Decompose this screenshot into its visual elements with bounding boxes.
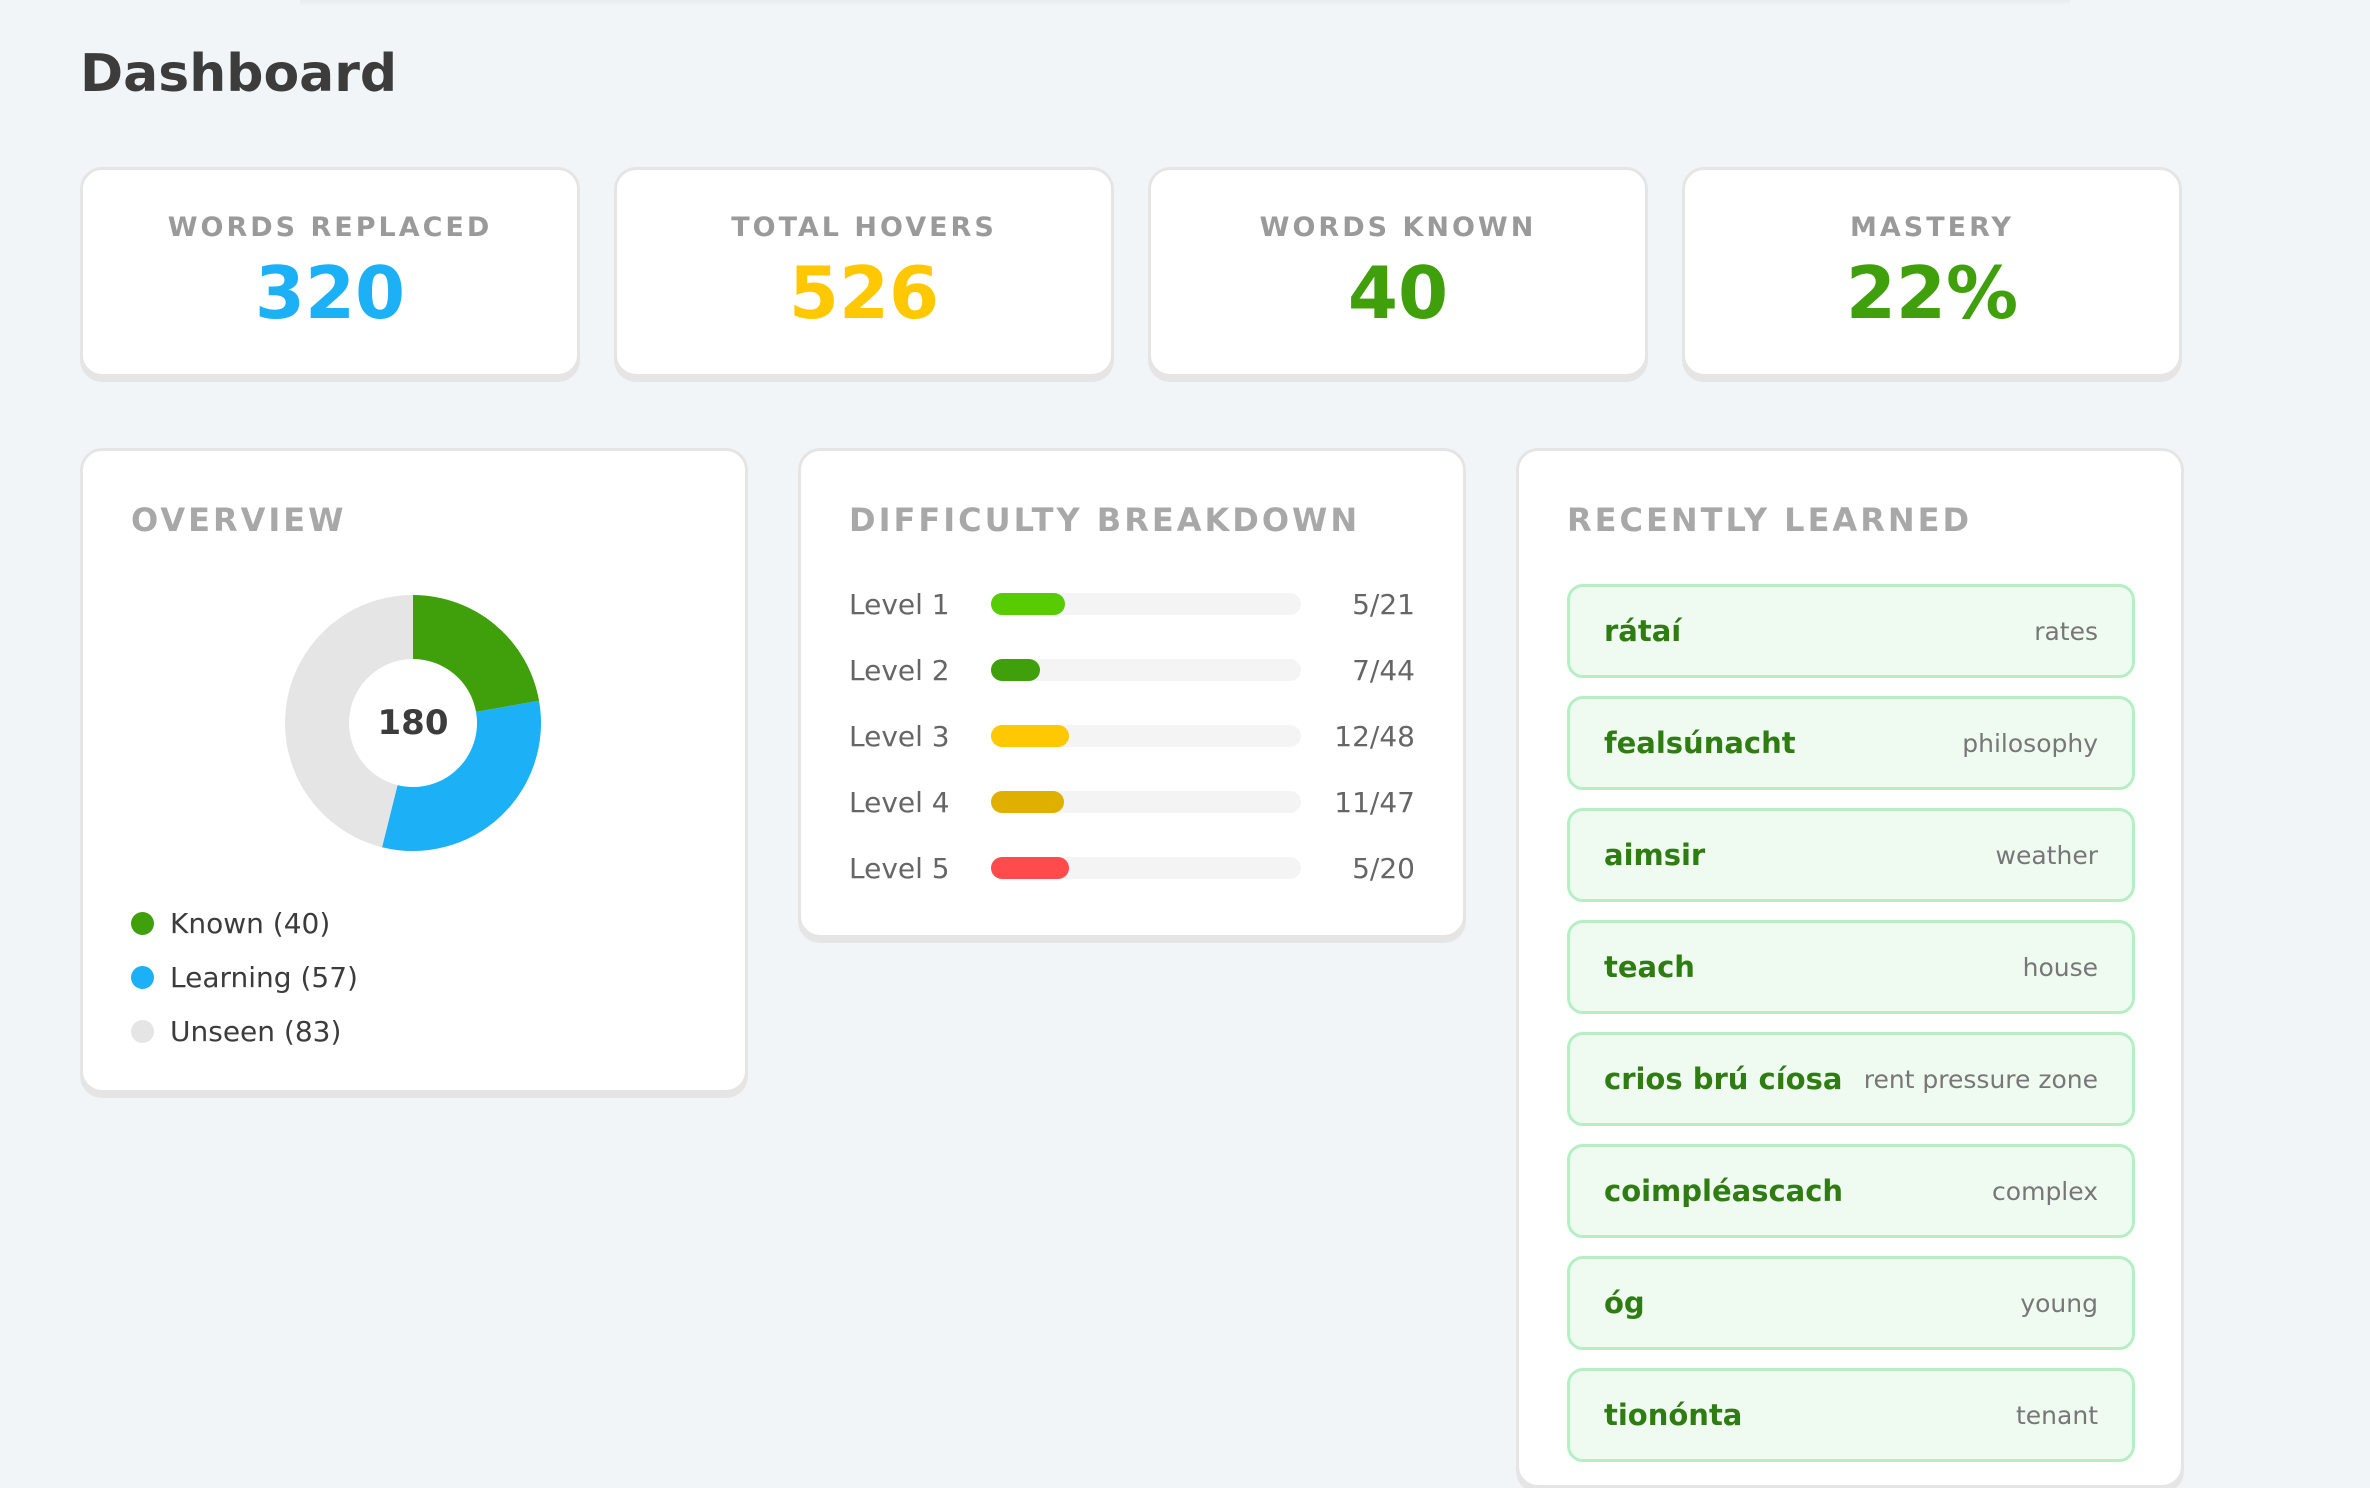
stat-card-mastery: MASTERY 22% — [1682, 167, 2182, 377]
word-irish: rátaí — [1604, 614, 1682, 648]
progress-track — [991, 857, 1301, 879]
stat-card-words-known: WORDS KNOWN 40 — [1148, 167, 1648, 377]
word-english: tenant — [2016, 1400, 2098, 1430]
progress-fill — [991, 593, 1065, 615]
donut-chart: 180 — [283, 593, 543, 853]
word-item[interactable]: tionónta tenant — [1567, 1368, 2135, 1462]
donut-slice-unseen — [285, 595, 413, 848]
level-label: Level 4 — [849, 785, 950, 819]
level-count: 5/21 — [1352, 587, 1415, 621]
level-count: 12/48 — [1334, 719, 1415, 753]
word-item[interactable]: coimpléascach complex — [1567, 1144, 2135, 1238]
difficulty-card: DIFFICULTY BREAKDOWN Level 1 5/21 Level … — [798, 448, 1466, 938]
level-label: Level 3 — [849, 719, 950, 753]
word-irish: teach — [1604, 950, 1695, 984]
word-item[interactable]: crios brú cíosa rent pressure zone — [1567, 1032, 2135, 1126]
level-label: Level 1 — [849, 587, 950, 621]
overview-card: OVERVIEW 180 Known (40) Learning (57) Un… — [80, 448, 748, 1093]
word-list: rátaí rates fealsúnacht philosophy aimsi… — [1567, 584, 2135, 1480]
word-english: complex — [1992, 1176, 2098, 1206]
legend-dot — [131, 965, 154, 989]
page-title: Dashboard — [80, 44, 398, 104]
level-count: 7/44 — [1352, 653, 1415, 687]
word-english: house — [2022, 952, 2098, 982]
difficulty-row-level-4: Level 4 11/47 — [849, 782, 1415, 822]
difficulty-title: DIFFICULTY BREAKDOWN — [849, 501, 1361, 539]
donut-slice-known — [413, 595, 540, 712]
progress-track — [991, 593, 1301, 615]
stat-label: TOTAL HOVERS — [731, 212, 997, 243]
word-irish: coimpléascach — [1604, 1174, 1844, 1208]
difficulty-row-level-2: Level 2 7/44 — [849, 650, 1415, 690]
overview-title: OVERVIEW — [131, 501, 347, 539]
progress-track — [991, 791, 1301, 813]
stat-label: WORDS REPLACED — [167, 212, 493, 243]
legend-dot — [131, 1019, 154, 1043]
progress-fill — [991, 791, 1064, 813]
word-item[interactable]: teach house — [1567, 920, 2135, 1014]
word-irish: fealsúnacht — [1604, 726, 1796, 760]
legend-label: Unseen (83) — [170, 1014, 342, 1048]
overview-legend: Known (40) Learning (57) Unseen (83) — [131, 896, 358, 1058]
top-shadow — [300, 0, 2070, 6]
stat-label: WORDS KNOWN — [1259, 212, 1537, 243]
level-label: Level 5 — [849, 851, 950, 885]
word-item[interactable]: óg young — [1567, 1256, 2135, 1350]
word-item[interactable]: aimsir weather — [1567, 808, 2135, 902]
word-irish: óg — [1604, 1286, 1645, 1320]
word-item[interactable]: rátaí rates — [1567, 584, 2135, 678]
donut-total: 180 — [377, 703, 449, 743]
level-count: 11/47 — [1334, 785, 1415, 819]
word-irish: aimsir — [1604, 838, 1706, 872]
word-english: rates — [2034, 616, 2098, 646]
level-label: Level 2 — [849, 653, 950, 687]
progress-track — [991, 659, 1301, 681]
word-irish: tionónta — [1604, 1398, 1743, 1432]
recently-learned-card: RECENTLY LEARNED rátaí rates fealsúnacht… — [1516, 448, 2184, 1488]
word-english: weather — [1995, 840, 2098, 870]
donut-svg — [285, 595, 541, 851]
progress-fill — [991, 857, 1069, 879]
difficulty-row-level-1: Level 1 5/21 — [849, 584, 1415, 624]
progress-fill — [991, 659, 1041, 681]
legend-label: Known (40) — [170, 906, 331, 940]
word-english: young — [2020, 1288, 2098, 1318]
legend-item-learning: Learning (57) — [131, 950, 358, 1004]
stat-label: MASTERY — [1850, 212, 2014, 243]
progress-track — [991, 725, 1301, 747]
legend-item-unseen: Unseen (83) — [131, 1004, 358, 1058]
word-irish: crios brú cíosa — [1604, 1062, 1843, 1096]
difficulty-row-level-3: Level 3 12/48 — [849, 716, 1415, 756]
recent-title: RECENTLY LEARNED — [1567, 501, 1973, 539]
stat-value: 22% — [1845, 251, 2019, 335]
legend-dot — [131, 911, 154, 935]
legend-label: Learning (57) — [170, 960, 358, 994]
stat-value: 526 — [788, 251, 940, 335]
stat-card-total-hovers: TOTAL HOVERS 526 — [614, 167, 1114, 377]
donut-slice-learning — [382, 700, 541, 851]
stat-value: 320 — [254, 251, 406, 335]
legend-item-known: Known (40) — [131, 896, 358, 950]
progress-fill — [991, 725, 1069, 747]
difficulty-row-level-5: Level 5 5/20 — [849, 848, 1415, 888]
word-english: rent pressure zone — [1863, 1064, 2098, 1094]
word-english: philosophy — [1962, 728, 2098, 758]
level-count: 5/20 — [1352, 851, 1415, 885]
stat-card-words-replaced: WORDS REPLACED 320 — [80, 167, 580, 377]
stat-value: 40 — [1347, 251, 1449, 335]
word-item[interactable]: fealsúnacht philosophy — [1567, 696, 2135, 790]
